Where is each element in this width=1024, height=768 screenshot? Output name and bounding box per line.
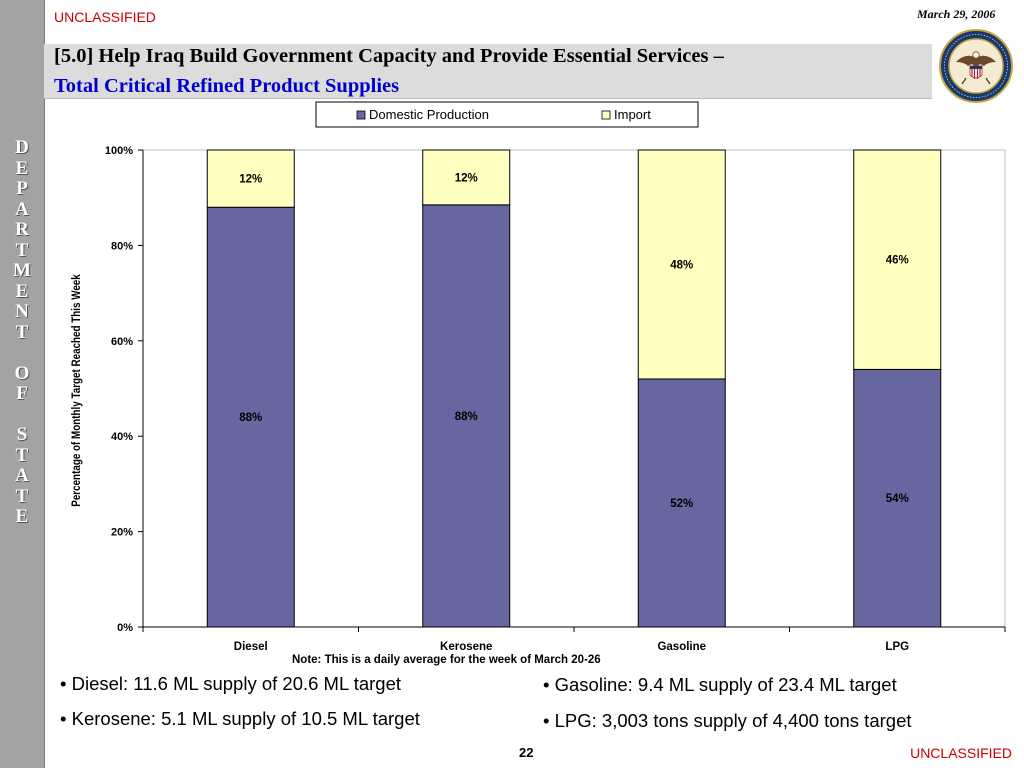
sidebar-letter: P: [16, 178, 28, 199]
x-tick-label: Diesel: [234, 641, 268, 653]
x-tick-label: Gasoline: [657, 641, 706, 653]
sidebar-letter: A: [15, 465, 29, 486]
bar-segment-import: [853, 149, 942, 370]
data-label: 88%: [239, 412, 262, 424]
bar-segment-import: [206, 149, 295, 208]
axes: 0% 20% 40% 60% 80% 100% Percentage of Monthly …: [70, 145, 1006, 653]
data-label: 12%: [239, 174, 262, 186]
sidebar-letter: T: [15, 321, 29, 343]
sidebar-letter: S: [16, 424, 28, 445]
x-tick-label: Kerosene: [440, 641, 492, 653]
y-tick-label: 100%: [105, 145, 133, 157]
sidebar-letter: A: [15, 198, 29, 220]
bar-segment-import: [637, 149, 726, 380]
bars: [206, 149, 942, 628]
sidebar-letter: E: [15, 506, 29, 527]
bullet-diesel: • Diesel: 11.6 ML supply of 20.6 ML targ…: [60, 673, 402, 694]
sidebar-letter: F: [16, 383, 28, 404]
legend-swatch-import: [601, 110, 611, 120]
chart-legend: Domestic Production Import: [315, 101, 699, 128]
bullet-lpg: • LPG: 3,003 tons supply of 4,400 tons t…: [543, 710, 912, 731]
bar-segment-domestic: [422, 204, 511, 628]
classification-bottom: UNCLASSIFIED: [910, 745, 1012, 761]
y-axis-title: Percentage of Monthly Target Reached Thi…: [70, 273, 83, 506]
sidebar-letter: M: [13, 260, 31, 281]
data-label: 52%: [670, 498, 693, 510]
classification-top: UNCLASSIFIED: [54, 9, 156, 25]
sidebar-letter: E: [15, 280, 29, 302]
y-tick-label: 60%: [111, 336, 133, 348]
department-of-state-seal-logo: [932, 28, 1020, 104]
y-tick-label: 0%: [117, 622, 133, 634]
legend-label: Domestic Production: [369, 107, 489, 122]
page-number: 22: [519, 745, 534, 760]
legend-swatch-domestic: [356, 110, 366, 120]
sidebar-letter: O: [14, 362, 30, 384]
sidebar-letter: T: [15, 239, 29, 261]
bullet-kerosene: • Kerosene: 5.1 ML supply of 10.5 ML tar…: [60, 708, 420, 729]
sidebar-letter: E: [15, 157, 29, 179]
sidebar-letter: R: [15, 219, 29, 240]
bullet-gasoline: • Gasoline: 9.4 ML supply of 23.4 ML tar…: [543, 674, 897, 695]
data-label: 88%: [455, 411, 478, 423]
bar-segment-domestic: [637, 378, 726, 628]
data-label: 54%: [886, 493, 909, 505]
y-tick-label: 80%: [111, 240, 133, 252]
legend-box: [315, 101, 699, 128]
bar-segment-domestic: [853, 368, 942, 628]
sidebar-letter: T: [15, 485, 29, 507]
slide-subtitle: Total Critical Refined Product Supplies: [54, 75, 400, 97]
slide-date: March 29, 2006: [917, 7, 996, 21]
sidebar-letter: N: [15, 301, 29, 322]
chart-note: Note: This is a daily average for the we…: [292, 654, 601, 666]
title-band: [44, 44, 932, 99]
data-label: 12%: [455, 172, 478, 184]
bar-segment-import: [422, 149, 511, 206]
data-label: 48%: [670, 259, 693, 271]
data-labels: 88% 12% 88% 12% 52% 48% 54% 46%: [239, 172, 909, 510]
sidebar-letter: D: [15, 137, 29, 158]
data-label: 46%: [886, 255, 909, 267]
slide-title: [5.0] Help Iraq Build Government Capacit…: [54, 45, 724, 67]
legend-label: Import: [614, 107, 651, 122]
y-tick-label: 20%: [111, 527, 133, 539]
y-tick-label: 40%: [111, 431, 133, 443]
sidebar-letter: T: [15, 444, 29, 466]
bar-segment-domestic: [206, 206, 295, 628]
x-tick-label: LPG: [885, 641, 909, 653]
